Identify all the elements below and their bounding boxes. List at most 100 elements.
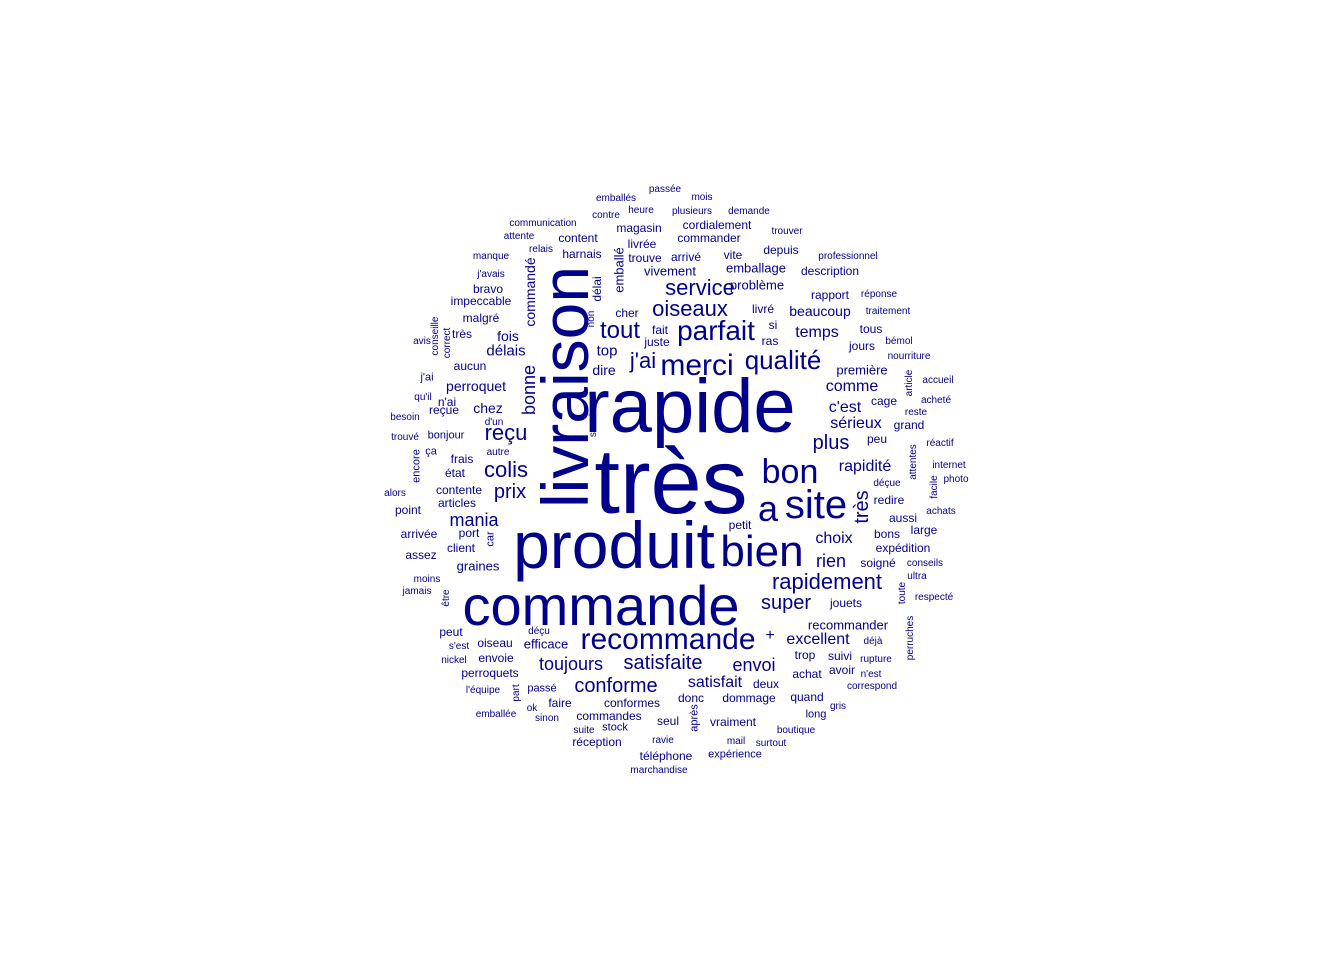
word: impeccable	[450, 294, 512, 308]
word: état	[444, 466, 466, 480]
word: déçue	[873, 478, 901, 489]
word: nourriture	[887, 351, 931, 362]
word: assez	[405, 548, 437, 562]
word: sérieux	[830, 415, 882, 432]
word: site	[784, 483, 848, 527]
word: soigné	[860, 556, 896, 570]
word: rapport	[810, 288, 850, 302]
word: j'ai	[629, 348, 657, 373]
word: mail	[726, 736, 746, 747]
word: harnais	[562, 247, 602, 261]
word: content	[558, 231, 598, 245]
word: bonne	[519, 364, 539, 416]
word: l'équipe	[465, 685, 501, 696]
word: n'est	[860, 669, 882, 680]
word: long	[805, 708, 827, 721]
word: +	[765, 627, 775, 644]
word: déjà	[863, 636, 883, 647]
word: attente	[503, 231, 535, 242]
word: moins	[413, 574, 441, 585]
word: n'ai	[437, 395, 457, 409]
word: trouvé	[391, 432, 419, 443]
word: acheté	[920, 395, 952, 406]
word: relais	[529, 244, 553, 255]
word: envoi	[732, 655, 776, 675]
word: juste	[644, 335, 670, 349]
word: suivi	[827, 649, 853, 663]
word: ok	[526, 703, 538, 714]
word: boutique	[776, 725, 816, 736]
word: gris	[829, 701, 847, 712]
word: j'avais	[477, 269, 505, 280]
word: dire	[592, 362, 616, 378]
word: grand	[893, 418, 925, 432]
word: déçu	[528, 626, 550, 637]
word: envoie	[478, 651, 514, 665]
word: très	[594, 431, 748, 533]
word: satisfait	[687, 674, 743, 691]
word: ça	[425, 445, 437, 458]
word: emballé	[611, 247, 627, 293]
word: mois	[691, 192, 713, 203]
word: part	[511, 684, 522, 702]
word: attentes	[908, 444, 919, 480]
word: avis	[413, 336, 431, 347]
word: cage	[870, 394, 898, 408]
word: comme	[825, 378, 879, 395]
word: trop	[794, 648, 816, 662]
word: bémol	[885, 336, 913, 347]
word: trouver	[771, 226, 803, 237]
word: conseils	[906, 558, 944, 569]
word: facile	[929, 475, 940, 499]
word: problème	[729, 277, 785, 293]
word: peu	[866, 432, 888, 446]
word: qu'il	[414, 392, 432, 403]
word: temps	[795, 324, 839, 341]
word: redire	[873, 493, 905, 507]
word: besoin	[390, 412, 420, 423]
word: première	[836, 362, 888, 378]
word: conforme	[574, 675, 658, 697]
word: nickel	[441, 655, 467, 666]
word: beaucoup	[789, 303, 851, 319]
word: très	[451, 327, 473, 341]
word: peut	[439, 625, 463, 639]
word: frais	[450, 452, 474, 466]
word: d'un	[484, 417, 504, 428]
word: tout	[599, 317, 641, 344]
word: quand	[790, 690, 824, 704]
word: très	[851, 490, 873, 524]
word: reste	[904, 407, 928, 418]
word: toujours	[538, 654, 604, 674]
word: manque	[472, 251, 510, 262]
word: seul	[656, 714, 680, 728]
word: livraison	[528, 265, 602, 509]
word: client	[446, 541, 476, 555]
word: vraiment	[709, 715, 757, 729]
word: bravo	[472, 282, 504, 296]
word: non	[586, 310, 597, 328]
word: vivement	[643, 263, 697, 279]
word: perroquets	[461, 666, 519, 680]
word: top	[596, 342, 618, 360]
word: reçue	[428, 403, 460, 417]
word: bons	[873, 527, 901, 541]
word: sinon	[535, 713, 559, 724]
word: délai	[590, 276, 604, 302]
word: accueil	[922, 375, 954, 386]
word: vite	[723, 248, 743, 262]
word: large	[910, 523, 938, 537]
word: bien	[720, 527, 804, 576]
word: encore	[410, 449, 423, 483]
word: achats	[926, 506, 956, 517]
word: commandé	[522, 257, 538, 327]
word: satisfaite	[623, 652, 703, 674]
word: heure	[628, 205, 654, 216]
word: magasin	[616, 221, 662, 235]
word: super	[760, 592, 812, 614]
word: traitement	[865, 306, 911, 317]
word: rapidement	[771, 569, 883, 594]
word: reçu	[484, 420, 528, 445]
word: expédition	[875, 541, 931, 555]
word: emballage	[726, 260, 786, 276]
